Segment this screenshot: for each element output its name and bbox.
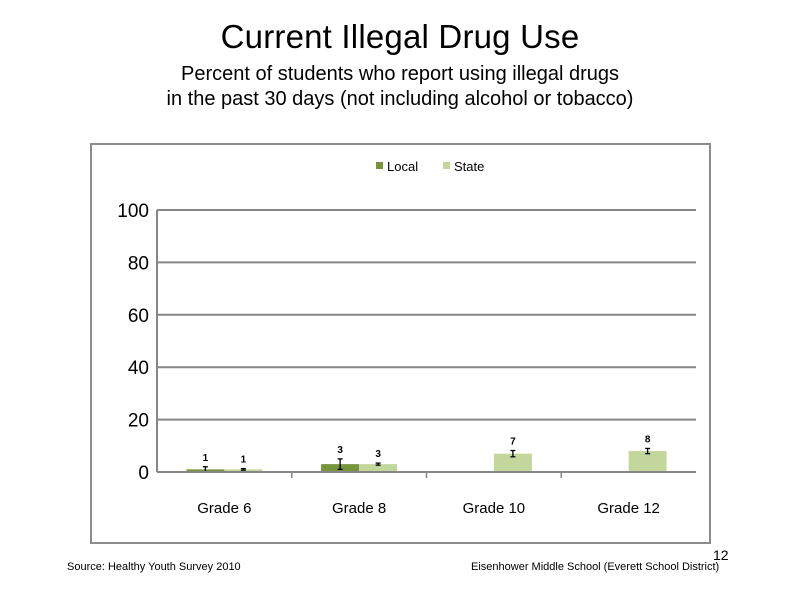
y-tick-label: 0 xyxy=(138,463,149,484)
data-label: 8 xyxy=(645,434,651,445)
legend-swatch-state xyxy=(443,162,450,169)
legend-label-local: Local xyxy=(387,159,418,174)
slide-title: Current Illegal Drug Use xyxy=(220,18,580,55)
data-label: 1 xyxy=(241,455,247,466)
source-note: Source: Healthy Youth Survey 2010 xyxy=(67,561,241,573)
x-tick-label: Grade 12 xyxy=(597,500,660,517)
slide-number: 12 xyxy=(713,547,729,563)
y-tick-label: 20 xyxy=(128,411,149,432)
legend-label-state: State xyxy=(454,159,484,174)
data-label: 7 xyxy=(510,437,516,448)
legend-swatch-local xyxy=(376,162,383,169)
y-tick-label: 100 xyxy=(117,201,149,222)
x-tick-label: Grade 6 xyxy=(197,500,251,517)
bar-state xyxy=(493,453,532,472)
data-label: 1 xyxy=(203,453,209,464)
data-label: 3 xyxy=(337,445,343,456)
y-tick-label: 80 xyxy=(128,253,149,274)
bar-state xyxy=(359,464,398,472)
y-tick-label: 40 xyxy=(128,358,149,379)
x-tick-label: Grade 8 xyxy=(332,500,386,517)
slide-subtitle-line-2: in the past 30 days (not including alcoh… xyxy=(166,88,634,110)
x-tick-label: Grade 10 xyxy=(463,500,526,517)
data-label: 3 xyxy=(375,449,381,460)
slide-subtitle-line-1: Percent of students who report using ill… xyxy=(180,63,620,85)
bar-state xyxy=(628,451,667,472)
y-tick-label: 60 xyxy=(128,306,149,327)
school-note: Eisenhower Middle School (Everett School… xyxy=(471,561,720,573)
